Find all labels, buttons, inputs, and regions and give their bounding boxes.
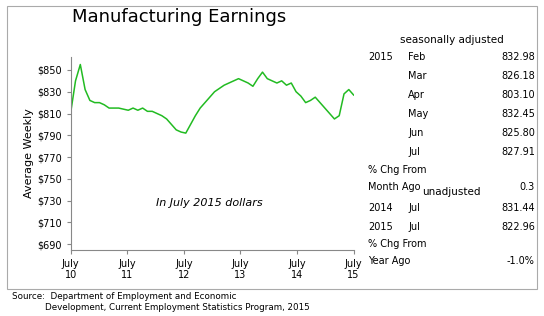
Text: 832.45: 832.45 — [501, 109, 535, 119]
Text: 2015: 2015 — [368, 52, 393, 62]
Text: Month Ago: Month Ago — [368, 182, 421, 192]
Text: Feb: Feb — [408, 52, 425, 62]
Text: Apr: Apr — [408, 90, 425, 100]
Text: Year Ago: Year Ago — [368, 256, 411, 266]
Text: % Chg From: % Chg From — [368, 165, 427, 175]
Text: 826.18: 826.18 — [501, 71, 535, 81]
Text: Mar: Mar — [408, 71, 426, 81]
Text: In July 2015 dollars: In July 2015 dollars — [156, 198, 262, 208]
Text: Jul: Jul — [408, 147, 420, 157]
Text: May: May — [408, 109, 428, 119]
Text: Source:  Department of Employment and Economic: Source: Department of Employment and Eco… — [12, 292, 237, 301]
Text: % Chg From: % Chg From — [368, 239, 427, 249]
Text: 831.44: 831.44 — [501, 203, 535, 213]
Text: Development, Current Employment Statistics Program, 2015: Development, Current Employment Statisti… — [12, 303, 310, 312]
Text: Jun: Jun — [408, 128, 423, 138]
Text: 803.10: 803.10 — [501, 90, 535, 100]
Text: 2014: 2014 — [368, 203, 393, 213]
Y-axis label: Average Weekly: Average Weekly — [24, 108, 34, 198]
Text: Jul: Jul — [408, 203, 420, 213]
Text: unadjusted: unadjusted — [422, 187, 481, 197]
Text: 822.96: 822.96 — [501, 222, 535, 232]
Text: 2015: 2015 — [368, 222, 393, 232]
Text: -1.0%: -1.0% — [507, 256, 535, 266]
Text: Jul: Jul — [408, 222, 420, 232]
Text: 825.80: 825.80 — [501, 128, 535, 138]
Text: 832.98: 832.98 — [501, 52, 535, 62]
Text: 0.3: 0.3 — [520, 182, 535, 192]
Text: Manufacturing Earnings: Manufacturing Earnings — [72, 8, 287, 26]
Text: 827.91: 827.91 — [501, 147, 535, 157]
Text: seasonally adjusted: seasonally adjusted — [400, 35, 503, 45]
